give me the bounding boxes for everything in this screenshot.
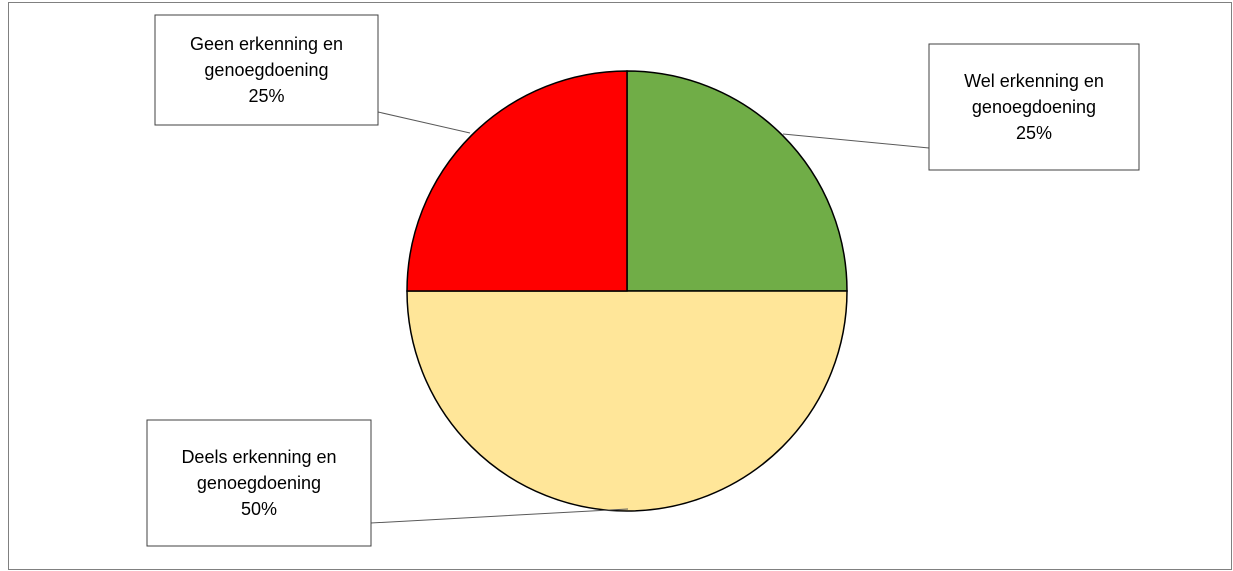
pie-slice-2 <box>406 70 628 292</box>
data-label-percent: 25% <box>248 86 284 106</box>
data-label-box <box>154 14 379 126</box>
data-label-text: genoegdoening <box>972 97 1096 117</box>
leader-line-2 <box>377 102 471 134</box>
data-label-text: genoegdoening <box>197 473 321 493</box>
data-label-text: Deels erkenning en <box>181 447 336 467</box>
data-label-box <box>146 419 372 547</box>
data-label-0: Wel erkenning en genoegdoening 25% <box>928 43 1140 171</box>
data-label-2: Geen erkenning en genoegdoening 25% <box>154 14 379 126</box>
data-label-percent: 50% <box>241 499 277 519</box>
pie-slice-0 <box>626 70 848 292</box>
data-label-box <box>928 43 1140 171</box>
data-label-text: Wel erkenning en <box>964 71 1104 91</box>
data-label-text: genoegdoening <box>204 60 328 80</box>
pie-slice-1 <box>406 290 848 512</box>
data-label-1: Deels erkenning en genoegdoening 50% <box>146 419 372 547</box>
data-label-text: Geen erkenning en <box>190 34 343 54</box>
leader-line-0 <box>782 133 930 149</box>
data-label-percent: 25% <box>1016 123 1052 143</box>
